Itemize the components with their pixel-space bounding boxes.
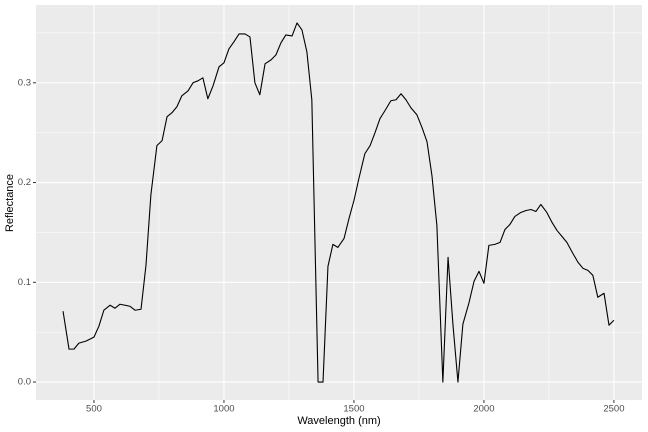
grid: [36, 5, 642, 400]
marks: [62, 22, 615, 383]
x-tick-label: 2500: [603, 404, 624, 415]
x-axis-title: Wavelength (nm): [297, 415, 380, 427]
x-tick-label: 2000: [473, 404, 494, 415]
line: [62, 22, 615, 383]
y-tick-label: 0.2: [18, 177, 31, 188]
x-tick-label: 1500: [343, 404, 364, 415]
y-axis-title: Reflectance: [4, 174, 16, 232]
x-tick-label: 500: [86, 404, 102, 415]
y-tick-label: 0.0: [18, 377, 31, 388]
x-tick-label: 1000: [213, 404, 234, 415]
y-tick-label: 0.3: [18, 77, 31, 88]
plot-panel: [36, 5, 642, 400]
y-tick-label: 0.1: [18, 277, 31, 288]
